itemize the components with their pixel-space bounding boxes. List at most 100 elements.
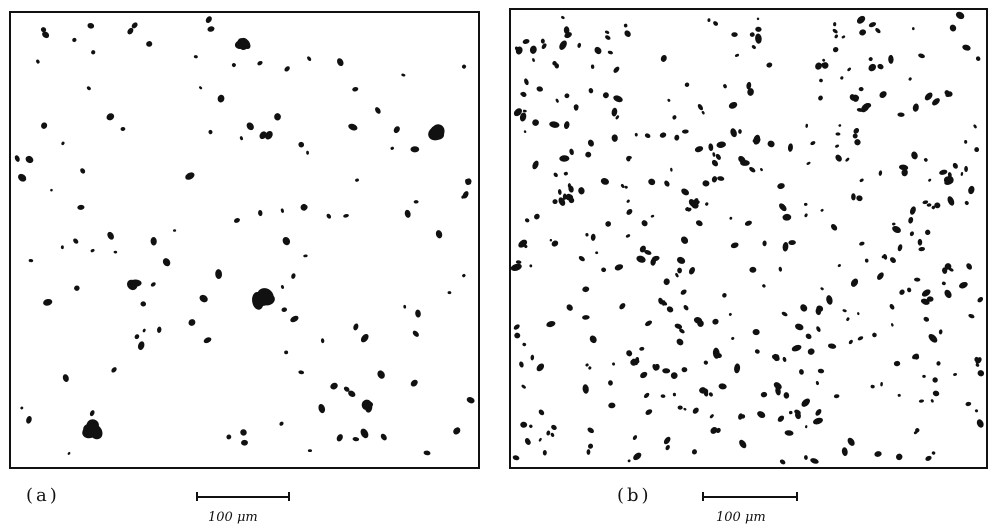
particle	[890, 257, 896, 263]
particle	[215, 269, 223, 280]
particle	[914, 277, 921, 282]
particle	[77, 204, 85, 210]
particle	[875, 28, 881, 34]
particle	[607, 50, 613, 55]
particle	[569, 148, 574, 156]
particle	[918, 53, 925, 59]
particle	[538, 437, 542, 442]
micrograph-image-b	[511, 11, 985, 465]
particle	[113, 250, 118, 254]
particle	[60, 245, 64, 250]
particle	[343, 213, 349, 218]
particle	[805, 123, 809, 128]
particle	[835, 154, 842, 162]
particle	[781, 311, 788, 317]
particle	[562, 193, 567, 200]
particle	[307, 56, 312, 61]
particle	[577, 42, 582, 48]
particle	[127, 27, 134, 35]
particle	[240, 429, 247, 436]
particle	[877, 272, 884, 280]
particle	[563, 121, 570, 130]
particle	[284, 66, 290, 72]
particle	[626, 199, 630, 203]
particle	[803, 202, 808, 206]
particle	[712, 318, 719, 325]
particle	[645, 320, 653, 327]
particle	[858, 87, 864, 92]
particle	[462, 64, 467, 69]
particle	[832, 47, 839, 53]
particle	[466, 397, 475, 404]
particle	[683, 305, 689, 311]
particle	[842, 309, 847, 313]
particle	[585, 232, 589, 237]
particle	[559, 40, 567, 50]
particle	[783, 392, 790, 399]
particle	[644, 133, 651, 139]
large-particle	[88, 423, 103, 440]
particle	[348, 390, 356, 398]
particle	[931, 205, 936, 210]
particle	[965, 401, 972, 407]
particle	[662, 368, 671, 374]
particle	[891, 323, 894, 327]
particle	[697, 104, 704, 111]
scale-bar-b	[702, 492, 798, 501]
particle	[944, 289, 952, 299]
particle	[877, 63, 884, 70]
particle	[582, 384, 589, 394]
large-particle	[255, 293, 271, 306]
particle	[676, 338, 684, 346]
particle	[953, 373, 958, 376]
particle	[608, 380, 613, 386]
particle	[834, 34, 838, 39]
particle	[453, 427, 461, 435]
particle	[830, 224, 838, 231]
particle	[827, 343, 837, 349]
large-particle	[127, 279, 138, 291]
particle	[912, 353, 919, 360]
particle	[550, 432, 555, 437]
particle	[779, 459, 786, 465]
particle	[840, 76, 844, 80]
particle	[912, 103, 919, 112]
particle	[513, 324, 520, 330]
particle	[462, 273, 466, 278]
particle	[677, 267, 682, 274]
particle	[72, 37, 77, 43]
panel-a-caption: (a)	[26, 485, 60, 506]
particle	[41, 122, 48, 129]
particle	[684, 82, 690, 87]
particle	[868, 63, 877, 72]
particle	[650, 214, 655, 218]
particle	[702, 180, 710, 187]
particle	[559, 155, 570, 162]
particle	[625, 234, 631, 238]
particle	[731, 336, 735, 340]
particle	[818, 95, 823, 101]
particle	[846, 317, 850, 322]
particle	[74, 285, 80, 291]
particle	[529, 424, 533, 428]
particle	[557, 189, 562, 195]
particle	[203, 337, 212, 344]
particle	[788, 410, 793, 415]
particle	[773, 382, 782, 390]
particle	[760, 168, 763, 172]
particle	[648, 178, 656, 186]
large-particle	[568, 194, 574, 200]
particle	[739, 439, 747, 449]
particle	[918, 399, 924, 403]
particle	[851, 193, 856, 201]
particle	[868, 57, 873, 62]
particle	[859, 241, 865, 246]
particle	[536, 363, 545, 372]
particle	[820, 208, 824, 212]
particle	[582, 286, 590, 293]
particle	[676, 256, 686, 264]
particle	[805, 333, 812, 340]
micrograph-panel-b	[509, 8, 988, 469]
particle	[728, 101, 738, 109]
particle	[859, 29, 867, 36]
